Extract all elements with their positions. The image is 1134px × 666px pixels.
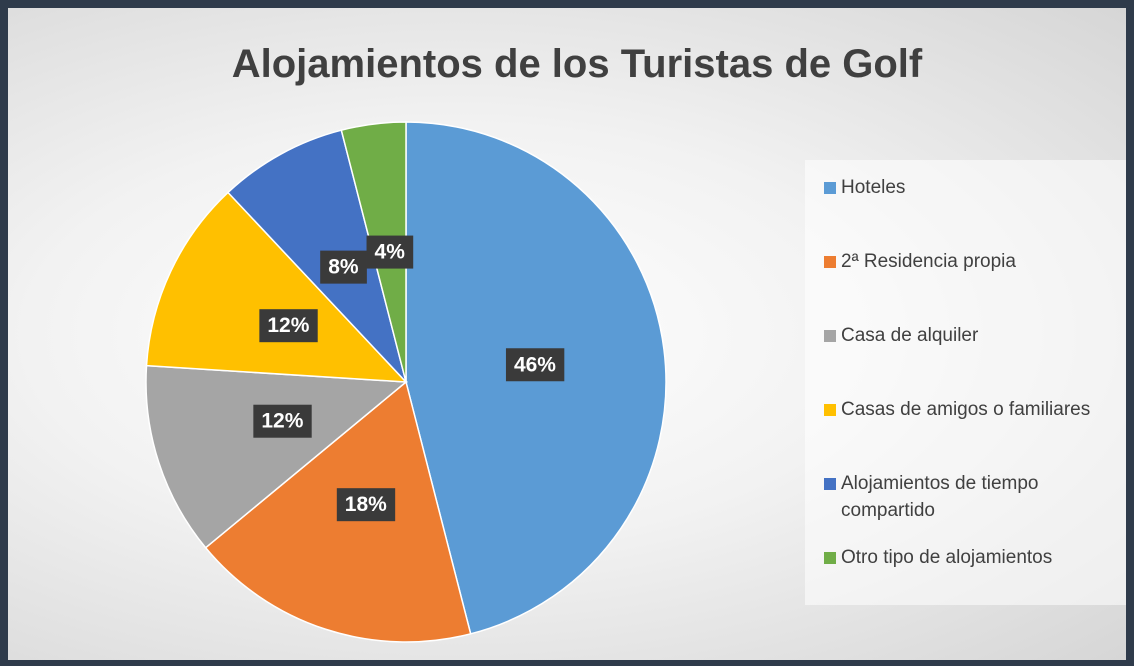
legend-label: Otro tipo de alojamientos bbox=[841, 547, 1053, 568]
data-label-text: 18% bbox=[345, 493, 387, 516]
data-label-text: 12% bbox=[261, 410, 303, 433]
data-label-box bbox=[336, 488, 396, 522]
pie-slice bbox=[145, 191, 408, 383]
data-label-text: 4% bbox=[375, 241, 406, 264]
legend-label: Hoteles bbox=[841, 177, 906, 198]
legend-swatch bbox=[824, 330, 836, 342]
data-label: 12% bbox=[253, 404, 312, 438]
legend-swatch bbox=[824, 256, 836, 268]
legend-swatch bbox=[824, 552, 836, 564]
data-label-box bbox=[259, 309, 318, 343]
legend-item: Casas de amigos o familiares bbox=[824, 396, 1126, 470]
data-label-text: 46% bbox=[514, 353, 556, 376]
legend-label: Alojamientos de tiempo compartido bbox=[841, 473, 1039, 521]
legend-label: Casa de alquiler bbox=[841, 325, 979, 346]
legend-item: Casa de alquiler bbox=[824, 322, 1126, 396]
legend-swatch bbox=[824, 478, 836, 490]
data-label: 12% bbox=[259, 309, 318, 343]
legend: Hoteles 2ª Residencia propia Casa de alqui… bbox=[805, 160, 1126, 605]
legend-item: Alojamientos de tiempo compartido bbox=[824, 470, 1126, 544]
data-label: 4% bbox=[366, 235, 414, 269]
chart-title: Alojamientos de los Turistas de Golf bbox=[232, 42, 923, 86]
data-label: 18% bbox=[336, 488, 396, 522]
data-label-text: 8% bbox=[328, 256, 359, 279]
legend-label: 2ª Residencia propia bbox=[841, 251, 1016, 272]
legend-swatch bbox=[824, 182, 836, 194]
data-label: 46% bbox=[505, 348, 565, 382]
legend-item: Otro tipo de alojamientos bbox=[824, 544, 1126, 618]
data-label-box bbox=[366, 235, 414, 269]
data-label: 8% bbox=[320, 250, 367, 284]
legend-swatch bbox=[824, 404, 836, 416]
pie-slice bbox=[145, 364, 408, 549]
legend-label: Casas de amigos o familiares bbox=[841, 399, 1091, 420]
data-label-box bbox=[505, 348, 565, 382]
data-label-text: 12% bbox=[267, 314, 309, 337]
data-label-box bbox=[320, 250, 367, 284]
legend-item: Hoteles bbox=[824, 174, 1126, 248]
data-label-box bbox=[253, 404, 312, 438]
pie-slice bbox=[226, 129, 407, 383]
legend-item: 2ª Residencia propia bbox=[824, 248, 1126, 322]
